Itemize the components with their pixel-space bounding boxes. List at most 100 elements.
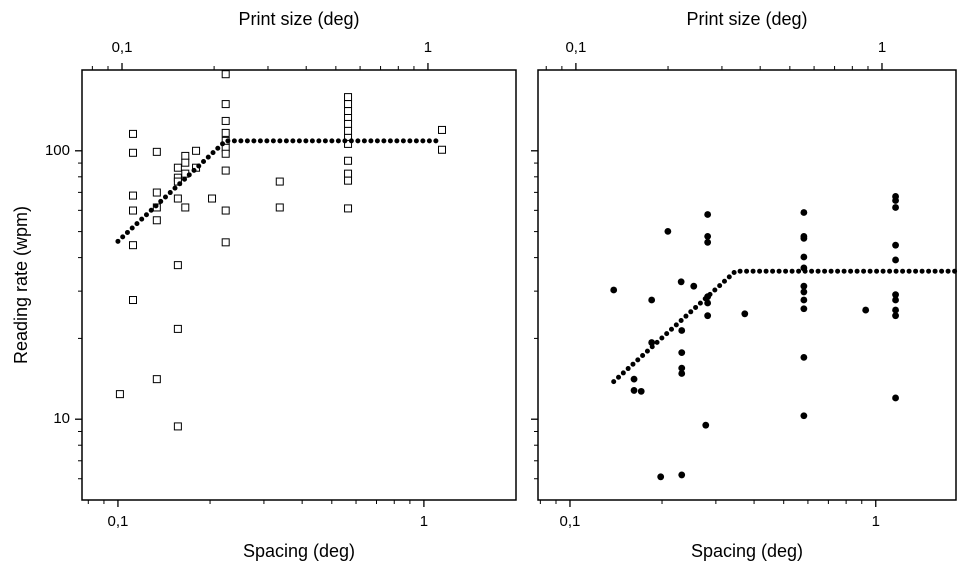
data-point	[173, 422, 182, 431]
x-tick-label: 1	[420, 513, 428, 530]
data-point	[152, 147, 161, 156]
data-point	[129, 191, 138, 200]
data-point	[610, 286, 618, 294]
y-tick-label: 100	[45, 142, 70, 159]
data-point	[173, 163, 182, 172]
data-point	[892, 256, 899, 264]
data-point	[344, 126, 353, 135]
x2-tick-label: 0,1	[565, 39, 586, 56]
y-tick-label: 10	[53, 410, 70, 427]
data-point	[892, 241, 899, 249]
data-point	[115, 390, 124, 399]
plot-frame	[81, 69, 517, 501]
data-point	[221, 166, 230, 175]
data-point	[800, 253, 808, 261]
data-point	[630, 375, 638, 383]
data-point	[892, 197, 899, 204]
data-point	[741, 310, 749, 318]
x-tick-label: 1	[872, 513, 880, 530]
data-point	[664, 227, 672, 235]
data-point	[221, 70, 230, 79]
data-point	[800, 282, 808, 290]
data-point	[221, 206, 230, 215]
x2-tick-label: 1	[424, 39, 432, 56]
data-point	[129, 129, 138, 138]
data-point	[892, 306, 899, 314]
x-tick-label: 0,1	[108, 513, 129, 530]
data-point	[704, 211, 712, 218]
plot-frame	[537, 69, 957, 501]
data-point	[704, 312, 712, 320]
data-point	[221, 149, 230, 158]
data-point	[637, 387, 645, 395]
data-point	[152, 188, 161, 197]
fit-line	[115, 138, 444, 244]
x-axis-label: Spacing (deg)	[243, 541, 355, 561]
data-point	[892, 291, 899, 299]
x2-tick-label: 0,1	[112, 39, 133, 56]
x-axis-label: Spacing (deg)	[691, 541, 803, 561]
data-point	[800, 305, 808, 313]
data-point	[344, 139, 353, 148]
data-point	[344, 169, 353, 178]
data-point	[892, 312, 899, 320]
data-point	[800, 412, 808, 420]
data-point	[275, 203, 284, 212]
fit-line	[611, 268, 958, 385]
data-point	[438, 145, 447, 154]
data-point	[129, 206, 138, 215]
y-axis-label: Reading rate (wpm)	[11, 206, 31, 364]
data-point	[344, 204, 353, 213]
x2-tick-label: 1	[878, 39, 886, 56]
data-point	[221, 128, 230, 137]
data-point	[344, 119, 353, 128]
data-point	[892, 204, 899, 211]
data-point	[181, 151, 190, 160]
data-point	[275, 177, 284, 186]
data-point	[704, 232, 712, 240]
data-point	[344, 176, 353, 185]
data-point	[657, 473, 665, 481]
data-point	[221, 238, 230, 247]
data-point	[862, 306, 870, 314]
data-point	[630, 387, 638, 394]
x-tick-label: 0,1	[560, 513, 581, 530]
data-point	[208, 194, 217, 203]
data-point	[704, 238, 712, 246]
data-point	[800, 296, 808, 304]
data-point	[648, 339, 656, 346]
data-point	[892, 394, 899, 402]
data-point	[173, 194, 182, 203]
data-point	[173, 261, 182, 270]
data-point	[800, 234, 808, 242]
data-point	[152, 216, 161, 225]
data-point	[704, 299, 712, 307]
data-point	[129, 241, 138, 250]
data-point	[892, 296, 899, 304]
data-point	[800, 353, 808, 361]
data-point	[344, 156, 353, 165]
data-point	[129, 296, 138, 305]
x2-axis-label: Print size (deg)	[686, 9, 807, 29]
data-point	[690, 282, 698, 290]
data-point	[800, 209, 808, 216]
data-point	[678, 327, 686, 334]
data-point	[678, 471, 686, 479]
data-point	[221, 116, 230, 125]
data-point	[678, 370, 686, 377]
data-point	[648, 296, 656, 304]
data-point	[152, 375, 161, 384]
data-point	[221, 100, 230, 109]
data-point	[129, 148, 138, 157]
data-point	[438, 125, 447, 134]
data-point	[181, 158, 190, 167]
data-point	[181, 203, 190, 212]
x2-axis-label: Print size (deg)	[238, 9, 359, 29]
data-point	[678, 364, 686, 372]
data-point	[677, 278, 685, 286]
data-point	[702, 421, 710, 429]
data-point	[344, 100, 353, 109]
data-point	[173, 324, 182, 333]
data-point	[192, 146, 201, 155]
